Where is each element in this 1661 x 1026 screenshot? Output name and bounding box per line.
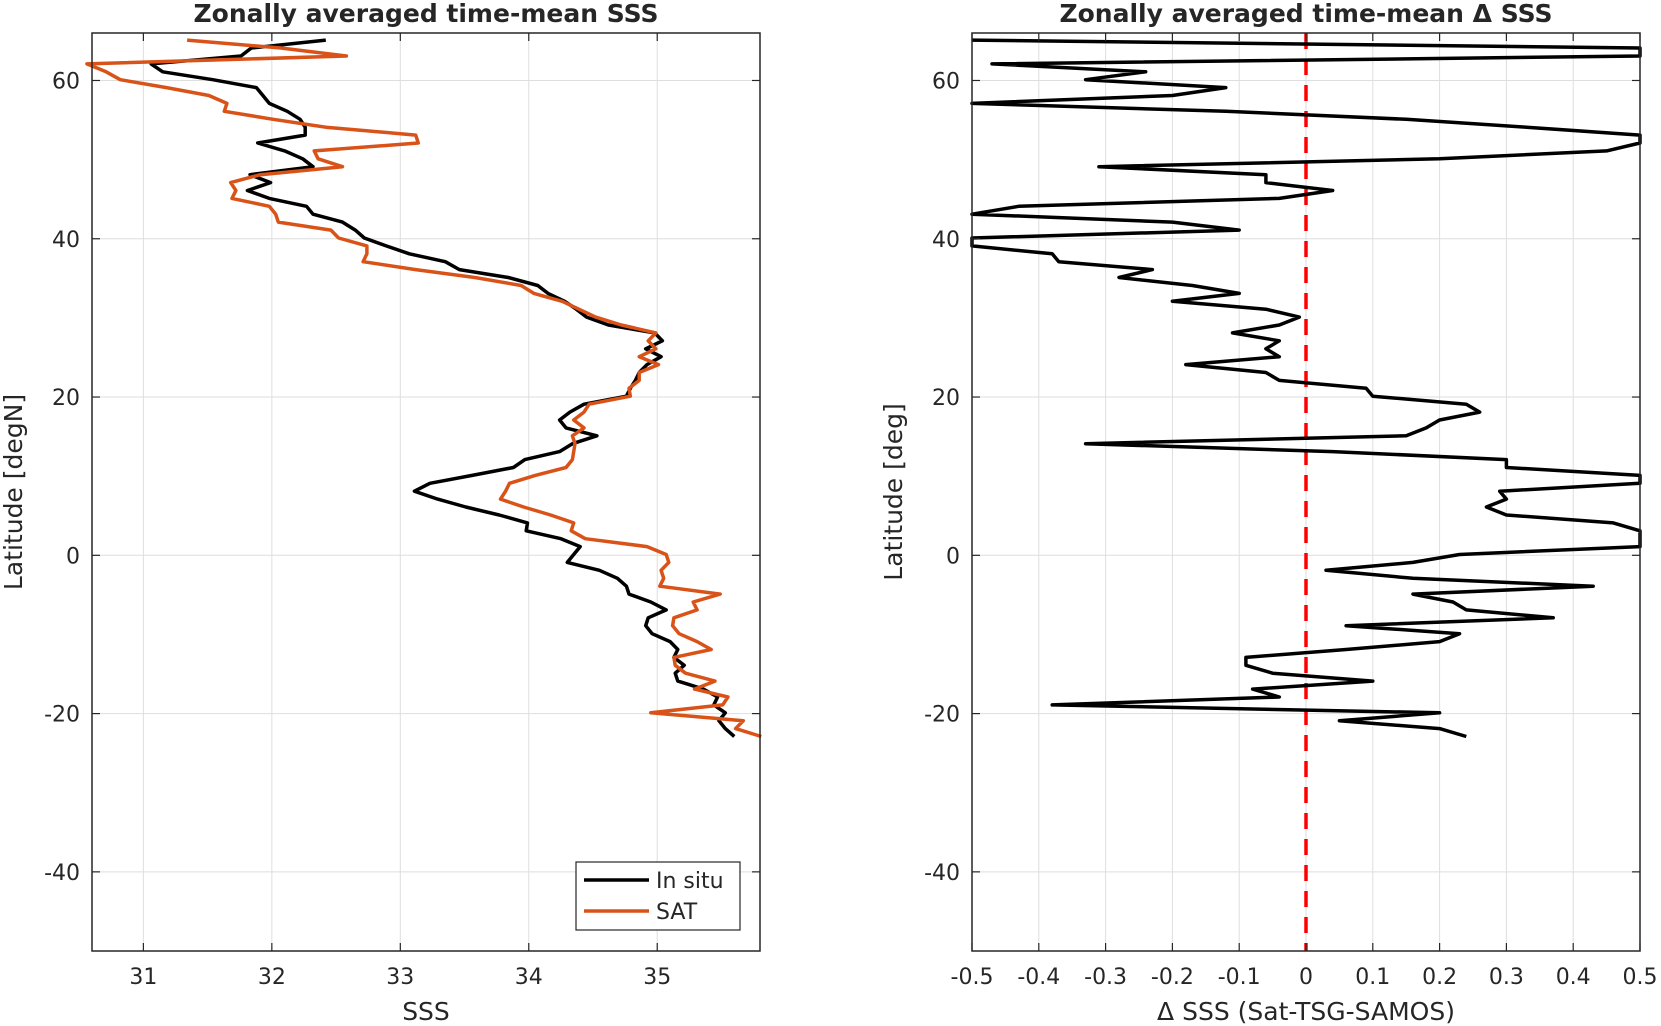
sss-y-tick-label: -20 — [44, 703, 80, 728]
delta-sss-panel: -0.5 -0.4 -0.3 -0.2 -0.1 0 0.1 0.2 0.3 0.4 0.5 -40 -… — [879, 0, 1658, 1026]
delta-x-tick-label: 0.4 — [1556, 965, 1591, 990]
delta-x-tick-label: 0.5 — [1623, 965, 1658, 990]
sss-x-tick-label: 31 — [129, 965, 157, 990]
sss-lines — [85, 38, 762, 739]
delta-x-tick-label: -0.5 — [951, 965, 994, 990]
sss-y-tick-label: 20 — [52, 386, 80, 411]
delta-x-tick-label: 0 — [1299, 965, 1313, 990]
legend-label-in-situ: In situ — [656, 869, 724, 894]
sss-title: Zonally averaged time-mean SSS — [194, 0, 659, 28]
delta-x-tick-label: 0.2 — [1422, 965, 1457, 990]
delta-title: Zonally averaged time-mean Δ SSS — [1060, 0, 1553, 28]
sss-ticks: 31 32 33 34 35 -40 -20 0 20 40 60 — [44, 33, 760, 990]
delta-y-tick-label: 0 — [946, 544, 960, 569]
sss-y-tick-label: 60 — [52, 69, 80, 94]
sss-x-tick-label: 35 — [643, 965, 671, 990]
sss-panel: 31 32 33 34 35 -40 -20 0 20 40 60 Zonally averaged… — [0, 0, 762, 1026]
delta-x-tick-label: 0.3 — [1489, 965, 1524, 990]
delta-y-tick-label: -40 — [924, 861, 960, 886]
legend-label-sat: SAT — [656, 900, 698, 925]
sss-x-tick-label: 33 — [386, 965, 414, 990]
delta-lines — [970, 33, 1642, 951]
delta-x-tick-label: -0.1 — [1218, 965, 1261, 990]
legend-box — [575, 861, 741, 931]
legend: In situ SAT — [575, 861, 741, 931]
delta-ticks: -0.5 -0.4 -0.3 -0.2 -0.1 0 0.1 0.2 0.3 0.4 0.5 -40 -… — [924, 33, 1658, 990]
sss-x-tick-label: 32 — [258, 965, 286, 990]
sss-line-sat — [85, 38, 762, 739]
sss-axes-box — [91, 32, 761, 952]
sss-axes-background — [92, 33, 760, 951]
sss-y-tick-label: 0 — [66, 544, 80, 569]
sss-y-tick-label: -40 — [44, 861, 80, 886]
delta-x-tick-label: -0.4 — [1017, 965, 1060, 990]
delta-x-tick-label: -0.2 — [1151, 965, 1194, 990]
delta-y-axis-label: Latitude [deg] — [879, 403, 908, 580]
sss-y-axis-label: Latitude [degN] — [0, 394, 28, 590]
delta-x-axis-label: Δ SSS (Sat-TSG-SAMOS) — [1157, 997, 1455, 1026]
sss-grid — [92, 33, 760, 951]
delta-x-tick-label: 0.1 — [1355, 965, 1390, 990]
sss-y-tick-label: 40 — [52, 228, 80, 253]
delta-y-tick-label: 40 — [932, 228, 960, 253]
delta-x-tick-label: -0.3 — [1084, 965, 1127, 990]
delta-y-tick-label: 60 — [932, 69, 960, 94]
delta-y-tick-label: -20 — [924, 703, 960, 728]
sss-x-axis-label: SSS — [402, 997, 450, 1026]
sss-x-tick-label: 34 — [515, 965, 543, 990]
delta-y-tick-label: 20 — [932, 386, 960, 411]
delta-line-series — [970, 38, 1642, 739]
